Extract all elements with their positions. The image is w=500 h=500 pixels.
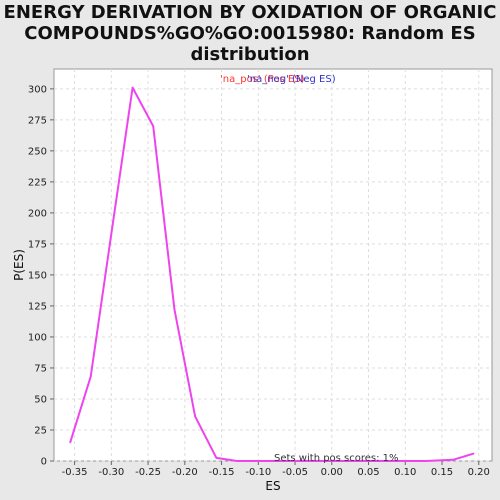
series-point xyxy=(131,86,134,89)
y-tick-label: 175 xyxy=(28,239,47,250)
x-tick-label: 0.15 xyxy=(431,467,453,478)
series-point xyxy=(89,375,92,378)
x-tick-label: -0.15 xyxy=(209,467,235,478)
series-point xyxy=(110,233,113,235)
y-tick-label: 275 xyxy=(28,115,47,126)
legend: 'na_pos' (Pos ES) 'na_neg' (Neg ES) xyxy=(220,74,336,85)
series-point xyxy=(194,415,196,418)
series-point xyxy=(341,460,343,462)
x-tick-label: -0.35 xyxy=(62,467,88,478)
x-tick-label: 0.10 xyxy=(394,467,416,478)
x-tick-label: 0.20 xyxy=(468,467,490,478)
y-tick-label: 50 xyxy=(34,394,47,405)
y-tick-label: 200 xyxy=(28,208,47,219)
x-tick-label: -0.10 xyxy=(245,467,271,478)
x-axis-label: ES xyxy=(265,479,280,493)
series-point xyxy=(403,460,406,462)
x-tick-label: -0.25 xyxy=(135,467,161,478)
series-point xyxy=(452,458,454,461)
legend-entry-neg: 'na_neg' (Neg ES) xyxy=(247,74,336,85)
series-point xyxy=(361,460,364,462)
chart-title: ENERGY DERIVATION BY OXIDATION OF ORGANI… xyxy=(0,2,500,65)
series-point xyxy=(215,457,218,459)
chart-title-line-2: COMPOUNDS%GO%GO:0015980: Random ES xyxy=(24,23,476,44)
series-point xyxy=(299,460,301,462)
series-point xyxy=(472,452,475,455)
plot-area xyxy=(53,68,493,462)
series-layer xyxy=(69,86,475,462)
series-point xyxy=(319,460,322,462)
y-tick-label: 0 xyxy=(41,457,47,468)
y-tick-label: 300 xyxy=(28,84,47,95)
series-line-0 xyxy=(69,86,474,462)
y-tick-label: 100 xyxy=(28,332,47,343)
y-tick-label: 75 xyxy=(34,363,47,374)
series-point xyxy=(236,460,238,462)
x-tick-label: -0.05 xyxy=(282,467,308,478)
y-axis-label: P(ES) xyxy=(12,249,26,281)
series-point xyxy=(278,460,280,462)
annotation-pos-scores: Sets with pos scores: 1% xyxy=(274,453,399,464)
x-tick-label: -0.20 xyxy=(172,467,198,478)
y-tick-label: 250 xyxy=(28,146,47,157)
x-tick-label: -0.30 xyxy=(98,467,124,478)
series-point xyxy=(257,460,260,462)
y-tick-label: 225 xyxy=(28,177,47,188)
chart-title-line-3: distribution xyxy=(190,44,310,65)
y-tick-label: 25 xyxy=(34,425,47,436)
legend-entry-pos: 'na_pos' (Pos ES) xyxy=(220,74,305,85)
x-tick-label: 0.05 xyxy=(357,467,379,478)
chart-title-line-1: ENERGY DERIVATION BY OXIDATION OF ORGANI… xyxy=(3,2,497,23)
series-point xyxy=(383,460,385,462)
x-tick-label: 0.00 xyxy=(321,467,343,478)
series-point xyxy=(425,460,427,462)
series-point xyxy=(69,441,71,444)
axes: 0255075100125150175200225250275300-0.35-… xyxy=(28,84,490,478)
series-point xyxy=(152,125,155,127)
y-tick-label: 125 xyxy=(28,301,47,312)
series-point xyxy=(173,308,176,311)
y-tick-label: 150 xyxy=(28,270,47,281)
